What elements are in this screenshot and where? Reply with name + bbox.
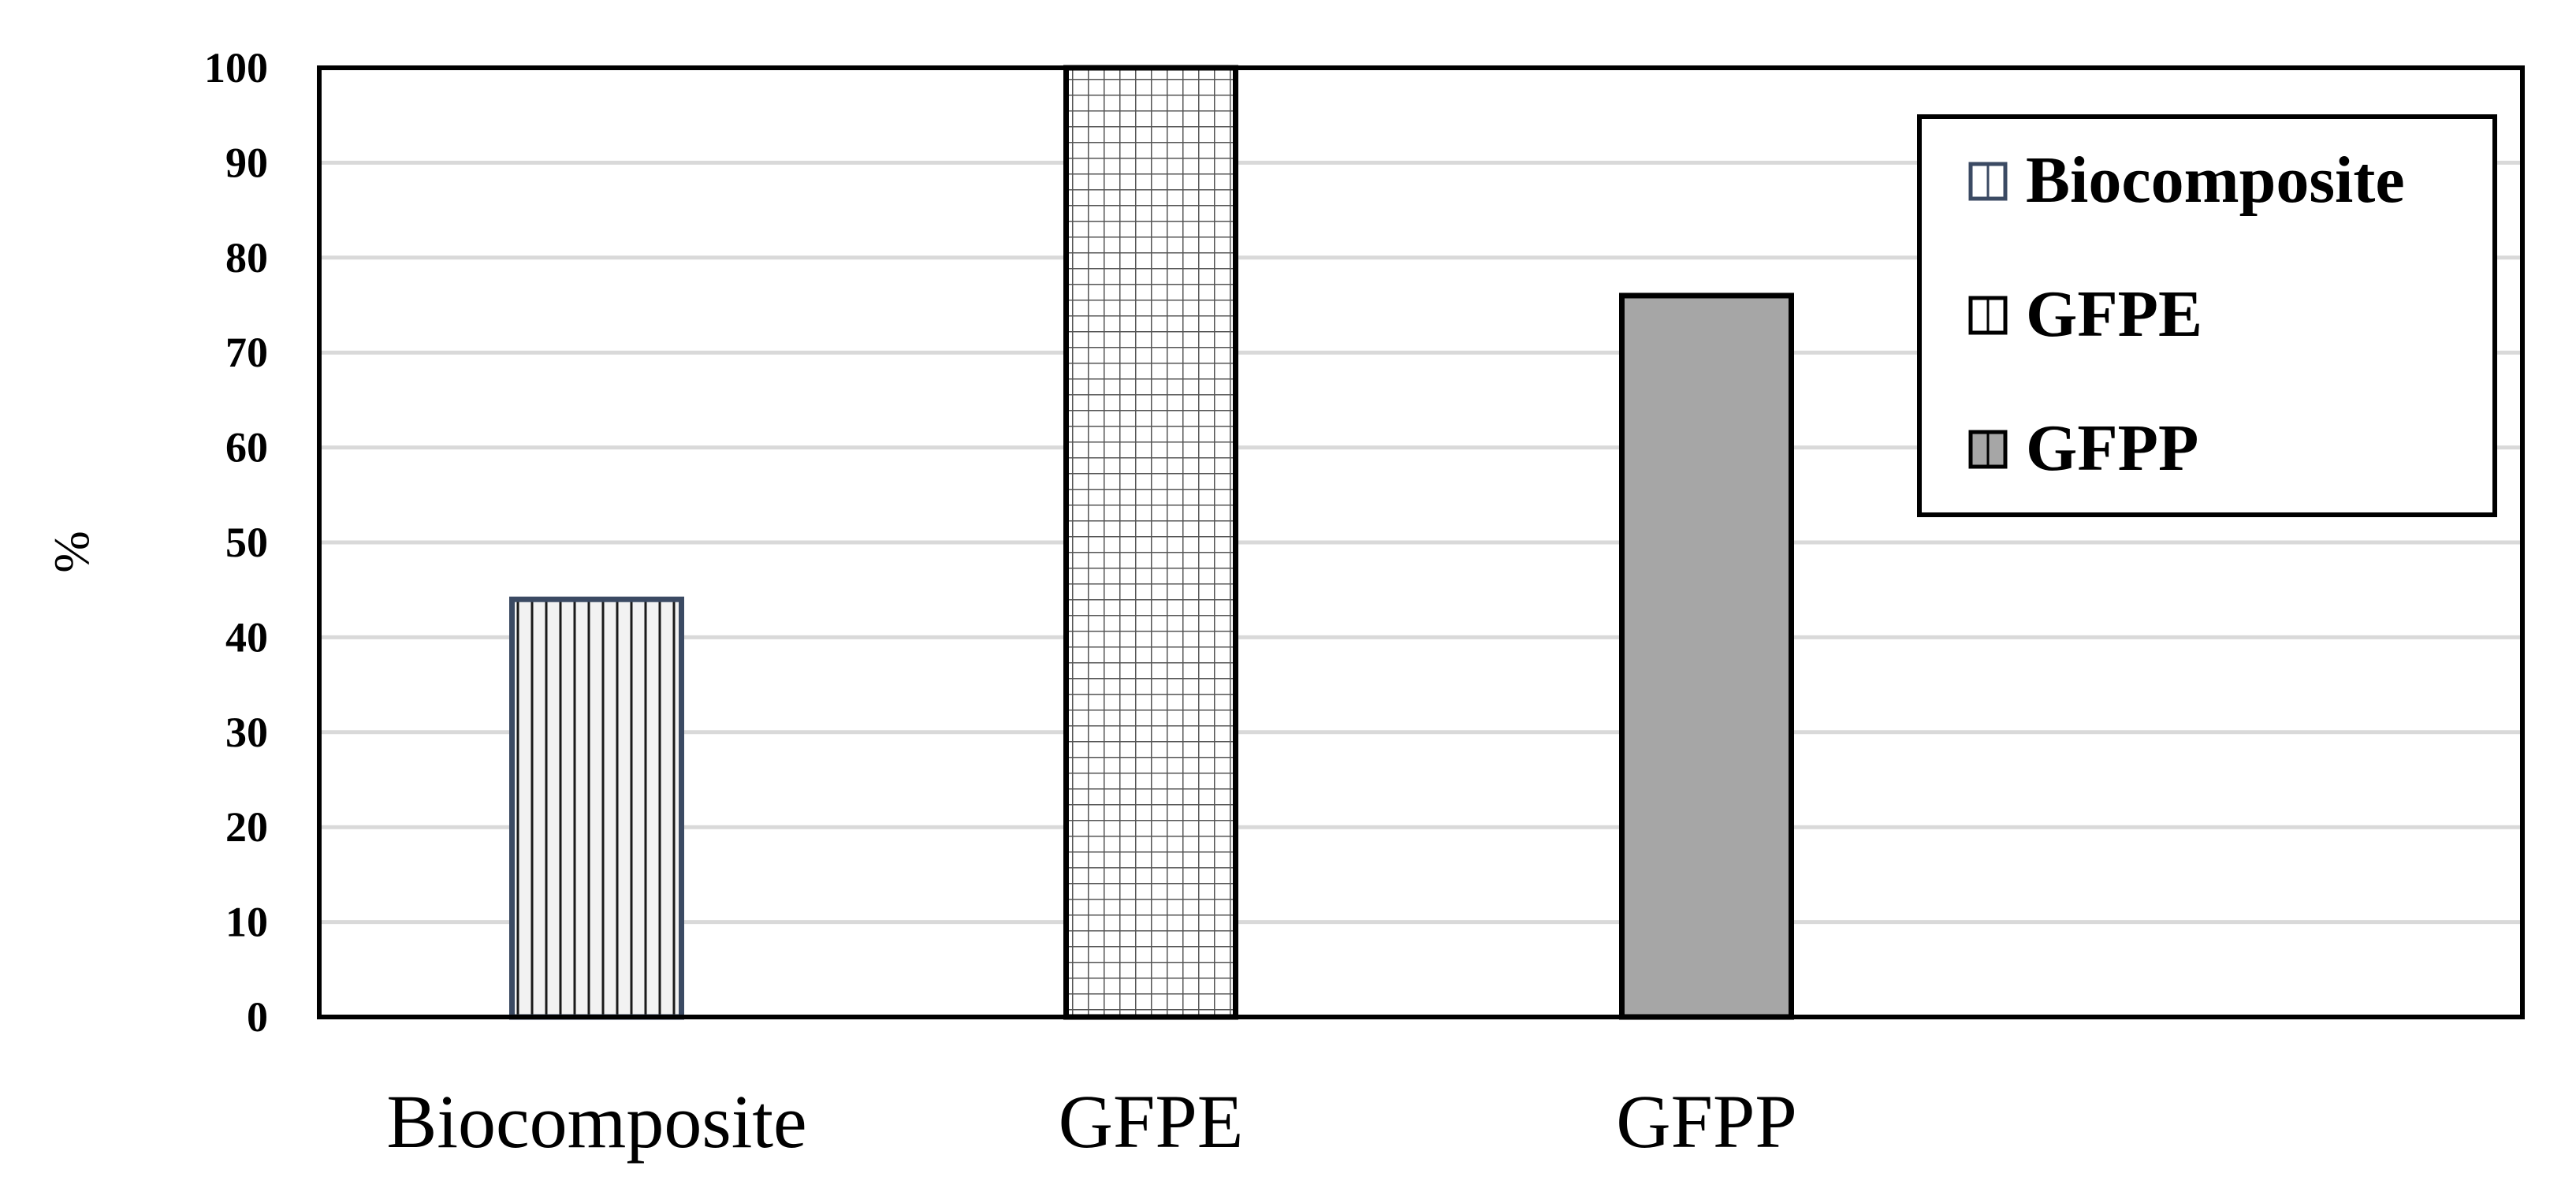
legend-label: GFPP <box>2026 412 2198 485</box>
axes <box>317 65 2525 1019</box>
y-tick-label: 90 <box>225 139 268 186</box>
gridlines <box>319 160 2522 925</box>
legend-label: Biocomposite <box>2026 143 2405 217</box>
plot-frame <box>317 65 2525 1019</box>
y-tick-label: 100 <box>204 44 268 91</box>
y-tick-label: 80 <box>225 234 268 281</box>
y-tick-label: 50 <box>225 519 268 566</box>
y-axis-label: % <box>43 531 99 572</box>
y-tick-label: 0 <box>247 993 268 1041</box>
bar-gfpe <box>1063 65 1238 1020</box>
legend-box <box>1917 114 2497 517</box>
y-tick-label: 70 <box>225 329 268 376</box>
y-tick-label: 40 <box>225 613 268 661</box>
bars <box>509 65 1794 1020</box>
tick-labels: 0 10 20 30 40 50 60 70 80 90 100 Biocomposite GFPE GF… <box>204 44 1797 1164</box>
y-tick-label: 20 <box>225 803 268 851</box>
x-tick-label: GFPE <box>1059 1079 1244 1164</box>
bar-biocomposite <box>509 596 684 1020</box>
y-tick-label: 10 <box>225 899 268 946</box>
y-tick-label: 60 <box>225 424 268 471</box>
bar-gfpp <box>1619 292 1794 1020</box>
legend-label: GFPE <box>2026 278 2202 351</box>
x-tick-label: GFPP <box>1616 1079 1797 1164</box>
x-tick-label: Biocomposite <box>386 1079 806 1164</box>
y-tick-label: 30 <box>225 709 268 756</box>
legend: Biocomposite GFPE GFPP <box>1917 114 2497 517</box>
